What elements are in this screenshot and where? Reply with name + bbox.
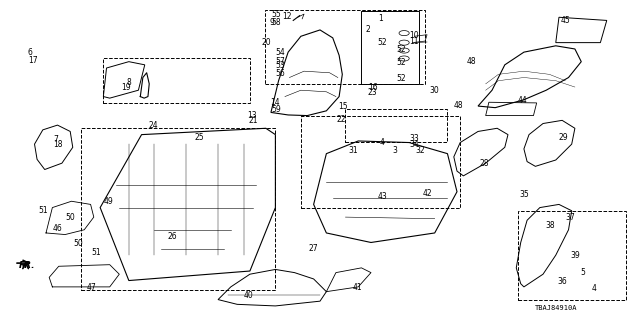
Text: 50: 50 bbox=[73, 239, 83, 248]
Text: 34: 34 bbox=[410, 140, 419, 149]
Text: 7: 7 bbox=[53, 135, 58, 144]
Text: 39: 39 bbox=[570, 251, 580, 260]
Text: 55: 55 bbox=[272, 10, 282, 19]
Text: 47: 47 bbox=[87, 283, 97, 292]
Text: 9: 9 bbox=[270, 18, 275, 27]
Text: 35: 35 bbox=[519, 190, 529, 199]
Text: 8: 8 bbox=[127, 78, 131, 87]
Text: 19: 19 bbox=[121, 83, 131, 92]
Text: 4: 4 bbox=[591, 284, 596, 293]
Text: 52: 52 bbox=[378, 38, 387, 47]
Text: 17: 17 bbox=[28, 56, 38, 65]
Text: 2: 2 bbox=[365, 25, 370, 35]
Text: 28: 28 bbox=[479, 159, 489, 168]
Text: 24: 24 bbox=[148, 121, 158, 130]
Text: 30: 30 bbox=[430, 86, 440, 95]
Text: 51: 51 bbox=[38, 206, 47, 215]
Text: 48: 48 bbox=[454, 101, 464, 110]
Text: 44: 44 bbox=[518, 96, 527, 105]
Text: 22: 22 bbox=[337, 115, 346, 124]
Text: 26: 26 bbox=[167, 232, 177, 241]
Text: 6: 6 bbox=[28, 48, 33, 57]
Text: 45: 45 bbox=[561, 16, 570, 25]
Text: 27: 27 bbox=[309, 244, 319, 253]
Text: 23: 23 bbox=[367, 88, 377, 97]
Text: 29: 29 bbox=[559, 133, 568, 142]
Text: 36: 36 bbox=[557, 277, 567, 286]
Text: 42: 42 bbox=[422, 189, 432, 198]
Text: 21: 21 bbox=[248, 116, 258, 125]
Text: 59: 59 bbox=[272, 105, 282, 114]
Text: 1: 1 bbox=[378, 14, 383, 23]
Text: 49: 49 bbox=[104, 197, 113, 206]
Text: 13: 13 bbox=[247, 111, 257, 120]
Text: 32: 32 bbox=[416, 146, 426, 155]
Text: 54: 54 bbox=[276, 48, 285, 57]
Text: 16: 16 bbox=[368, 83, 378, 92]
Text: TBAJ84910A: TBAJ84910A bbox=[534, 305, 577, 311]
Text: 57: 57 bbox=[276, 57, 285, 66]
Text: 18: 18 bbox=[52, 140, 62, 149]
Text: 5: 5 bbox=[580, 268, 585, 277]
Text: 38: 38 bbox=[546, 220, 556, 229]
Text: 10: 10 bbox=[410, 31, 419, 40]
Text: 41: 41 bbox=[352, 283, 362, 292]
Text: 48: 48 bbox=[467, 57, 476, 66]
Text: 20: 20 bbox=[261, 38, 271, 47]
Text: 43: 43 bbox=[378, 192, 387, 201]
Text: 50: 50 bbox=[65, 213, 75, 222]
Text: 33: 33 bbox=[410, 134, 419, 143]
Text: 15: 15 bbox=[338, 102, 348, 111]
Text: 11: 11 bbox=[410, 37, 419, 46]
Text: 46: 46 bbox=[52, 224, 62, 233]
Text: 58: 58 bbox=[272, 18, 282, 27]
Text: 31: 31 bbox=[348, 146, 358, 155]
Text: FR.: FR. bbox=[19, 261, 36, 270]
Text: 52: 52 bbox=[397, 74, 406, 83]
Text: 4: 4 bbox=[380, 138, 385, 147]
Text: 40: 40 bbox=[244, 291, 253, 300]
Text: 14: 14 bbox=[271, 99, 280, 108]
Text: 37: 37 bbox=[565, 213, 575, 222]
Text: 51: 51 bbox=[91, 248, 100, 257]
Text: 56: 56 bbox=[276, 69, 285, 78]
Text: 52: 52 bbox=[397, 58, 406, 67]
Text: 52: 52 bbox=[397, 45, 406, 54]
Text: 53: 53 bbox=[276, 61, 285, 70]
Text: 25: 25 bbox=[194, 133, 204, 142]
Text: 12: 12 bbox=[282, 12, 292, 21]
Text: 3: 3 bbox=[393, 146, 397, 155]
